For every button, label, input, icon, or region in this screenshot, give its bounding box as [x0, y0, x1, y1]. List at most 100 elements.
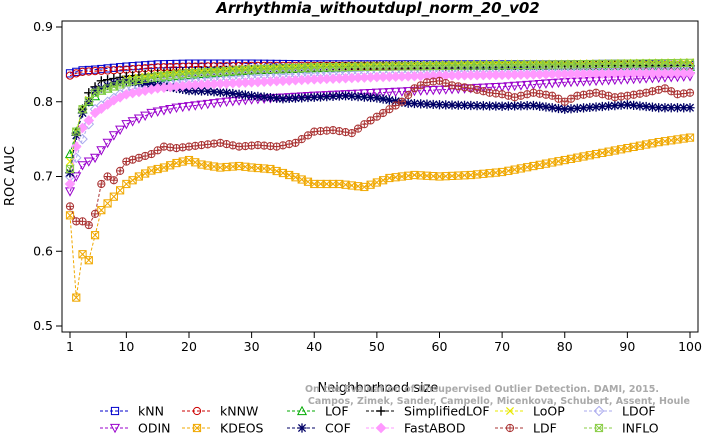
legend-label: LDF — [533, 421, 557, 434]
data-point — [209, 99, 220, 109]
data-point — [441, 100, 451, 110]
data-point — [183, 102, 195, 112]
data-point — [315, 92, 326, 102]
legend-marker — [297, 423, 307, 433]
y-axis: 0.5 0.6 0.7 0.8 0.9 — [33, 19, 62, 333]
data-point — [404, 90, 413, 100]
legend-item-inflo: INFLO — [584, 421, 659, 434]
legend-marker — [376, 406, 386, 416]
data-point — [341, 128, 350, 137]
data-point — [77, 161, 88, 171]
data-point — [372, 112, 381, 121]
data-point — [516, 91, 526, 100]
data-point — [177, 102, 188, 113]
y-tick-label: 0.7 — [33, 169, 53, 184]
series-line — [69, 67, 690, 177]
data-point — [347, 129, 356, 138]
data-point — [566, 104, 576, 114]
data-point — [278, 94, 288, 104]
data-point — [428, 85, 439, 96]
data-point — [591, 88, 601, 97]
data-point — [221, 88, 232, 98]
data-point — [122, 157, 131, 166]
data-point — [90, 67, 100, 76]
data-point — [134, 153, 143, 162]
data-point — [516, 101, 526, 111]
data-point — [597, 101, 607, 112]
data-point — [540, 79, 551, 89]
data-point — [90, 209, 100, 218]
data-point — [366, 116, 375, 125]
legend-item-odin: ODIN — [100, 421, 171, 434]
data-point — [654, 103, 664, 113]
data-point — [466, 84, 475, 93]
data-point — [322, 92, 332, 102]
x-tick-label: 90 — [619, 339, 635, 354]
data-point — [328, 91, 338, 101]
data-point — [498, 90, 507, 99]
legend-item-ldf: LDF — [495, 421, 557, 434]
watermark-line-2: Campos, Zimek, Sander, Campello, Micenko… — [308, 396, 690, 407]
data-point — [259, 92, 269, 102]
data-point — [209, 87, 219, 97]
data-point — [234, 89, 244, 99]
data-point — [228, 88, 238, 99]
x-tick-label: 80 — [557, 339, 573, 354]
data-point — [302, 92, 314, 102]
data-point — [84, 256, 93, 265]
data-point — [64, 178, 76, 190]
data-point — [103, 66, 112, 75]
data-point — [509, 81, 520, 92]
legend-marker — [109, 423, 121, 434]
data-point — [572, 103, 582, 113]
data-point — [403, 98, 413, 108]
data-point — [642, 88, 651, 97]
data-point — [109, 192, 118, 201]
data-point — [635, 101, 645, 111]
x-axis: 1 10 20 30 40 50 60 70 80 90 100 — [66, 332, 702, 354]
data-point — [152, 107, 163, 117]
data-point — [654, 85, 663, 94]
data-point — [96, 83, 106, 93]
legend-label: FastABOD — [404, 421, 466, 434]
data-point — [535, 101, 545, 111]
data-point — [484, 83, 495, 93]
data-point — [84, 67, 93, 76]
data-point — [459, 100, 470, 110]
data-point — [78, 217, 87, 226]
legend-item-loop: LoOP — [495, 404, 565, 419]
data-point — [447, 100, 457, 110]
legend-label: SimplifiedLOF — [404, 404, 490, 419]
data-point — [472, 85, 482, 94]
data-point — [660, 84, 670, 93]
x-tick-label: 30 — [244, 339, 260, 354]
data-point — [684, 68, 696, 79]
data-point — [115, 125, 126, 136]
data-point — [667, 87, 676, 96]
data-point — [497, 82, 508, 93]
x-tick-label: 60 — [432, 339, 448, 354]
data-point — [660, 103, 670, 113]
data-point — [196, 86, 207, 96]
data-point — [515, 81, 526, 91]
data-point — [84, 220, 93, 230]
data-point — [497, 101, 507, 111]
data-point — [466, 100, 476, 111]
data-point — [585, 89, 594, 98]
data-point — [196, 100, 207, 110]
data-point — [679, 103, 689, 113]
legend-marker — [192, 423, 202, 433]
data-point — [353, 92, 363, 102]
x-tick-label: 70 — [494, 339, 510, 354]
data-point — [121, 76, 131, 86]
data-point — [65, 164, 75, 174]
legend-label: LDOF — [622, 404, 656, 419]
data-point — [108, 131, 119, 141]
data-point — [422, 99, 432, 109]
data-point — [146, 108, 157, 119]
y-tick-label: 0.8 — [33, 94, 53, 109]
legend-marker — [505, 423, 515, 433]
data-point — [171, 103, 182, 113]
data-point — [428, 99, 438, 110]
